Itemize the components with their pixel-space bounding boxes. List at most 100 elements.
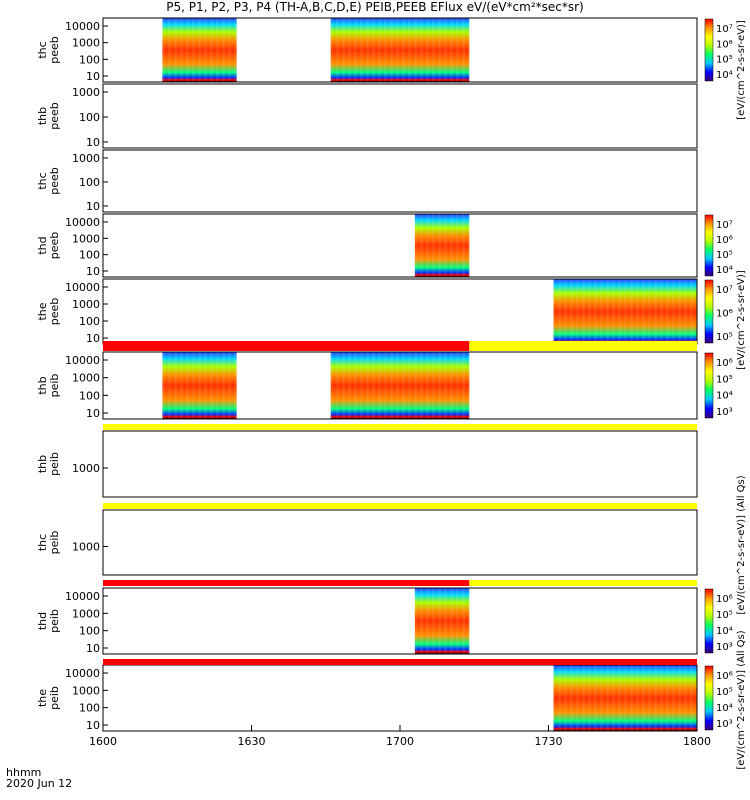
colorbar-tick-label: 10⁵ [716,250,733,261]
panel-frame [102,587,698,655]
colorbar [704,588,714,654]
y-tick-label: 100 [79,389,100,402]
y-tick-label: 100 [79,702,100,715]
colorbar-tick-label: 10⁵ [716,687,733,698]
status-bar-red [103,341,470,351]
y-tick-label: 1000 [72,152,100,165]
y-tick-label: 1000 [72,462,100,475]
panel-9: 10000 1000 100 10 thepeib 10⁶ 10⁵ 10⁴ 10³ [36,659,733,732]
y-tick-label: 100 [79,111,100,124]
colorbar [704,18,714,82]
y-tick-label: 1000 [72,541,100,554]
colorbar-unit-electron: [eV/(cm^2-s-sr-eV)] [736,270,747,370]
spectrogram-texture [553,665,697,731]
x-tick-label: 1600 [89,735,117,748]
panel-label: thbpeib [36,452,61,476]
colorbar-tick-label: 10⁵ [716,374,733,385]
status-bar-red [103,659,697,665]
colorbar-tick-label: 10⁴ [716,703,733,714]
spectrogram-texture [414,588,470,654]
spectrogram-texture [414,214,470,277]
y-tick-label: 1000 [72,232,100,245]
colorbar-tick-label: 10⁶ [716,39,733,50]
panel-label: thcpeeb [36,167,61,195]
spectrogram-texture [330,18,470,82]
panel-0: 10000 1000 100 10 thcpeeb 10⁷ 10⁶ 10⁵ 10⁴ [36,17,733,83]
y-tick-label: 10 [86,136,100,149]
colorbar-tick-label: 10⁶ [716,235,733,246]
colorbar-tick-label: 10⁶ [716,671,733,682]
colorbar-tick-label: 10⁴ [716,70,733,81]
panel-3: 10000 1000 100 10 thdpeeb 10⁷ 10⁶ 10⁵ 10⁴ [36,213,733,278]
panel-label: thcpeeb [36,36,61,64]
panel-label: thbpeib [36,374,61,398]
status-bar-yellow [103,424,697,430]
panel-label: thcpeib [36,531,61,555]
y-tick-label: 10000 [65,354,100,367]
panel-5: 10000 1000 100 10 thbpeib 10⁶ 10⁵ 10⁴ 10³ [36,341,733,420]
colorbar-tick-label: 10⁷ [716,285,733,296]
y-tick-label: 10 [86,265,100,278]
y-tick-label: 10000 [65,20,100,33]
x-axis-label-hhmm: hhmm [6,766,42,779]
colorbar-tick-label: 10³ [716,407,733,418]
colorbar-unit-electron: [eV/(cm^2-s-sr-eV)] [736,20,747,120]
y-tick-label: 10000 [65,216,100,229]
x-tick-label: 1800 [683,735,711,748]
colorbar-tick-label: 10⁵ [716,332,733,343]
spectrogram-texture [553,279,697,344]
colorbar [704,352,714,419]
y-tick-label: 1000 [72,684,100,697]
panel-8: 10000 1000 100 10 thdpeib 10⁶ 10⁵ 10⁴ 10³ [36,580,733,655]
colorbar-tick-label: 10⁵ [716,610,733,621]
spectrogram-texture [162,352,237,419]
colorbar-tick-label: 10⁶ [716,358,733,369]
y-tick-label: 10000 [65,667,100,680]
colorbar-tick-label: 10⁴ [716,391,733,402]
chart-title: P5, P1, P2, P3, P4 (TH-A,B,C,D,E) PEIB,P… [166,0,584,14]
y-tick-label: 1000 [72,607,100,620]
panel-frame [102,509,698,576]
y-tick-label: 10000 [65,590,100,603]
panel-label: thbpeeb [36,102,61,130]
panel-7: 1000 thcpeib [36,503,698,576]
colorbar [704,214,714,277]
y-tick-label: 10 [86,70,100,83]
colorbar-unit-ion: [eV/(cm^2-s-sr-eV)] (All Qs) [736,475,747,614]
y-tick-label: 100 [79,249,100,262]
y-tick-label: 1000 [72,298,100,311]
panel-6: 1000 thbpeib [36,424,698,498]
y-tick-label: 1000 [72,372,100,385]
spectrogram-texture [162,18,237,82]
y-tick-label: 10 [86,407,100,420]
colorbar-tick-label: 10⁴ [716,626,733,637]
panel-frame [102,149,698,213]
x-tick-label: 1730 [535,735,563,748]
panel-label: thdpeib [36,609,61,633]
y-tick-label: 1000 [72,86,100,99]
y-tick-label: 10 [86,200,100,213]
colorbar-tick-label: 10³ [716,719,733,730]
x-axis-label-date: 2020 Jun 12 [6,777,73,790]
colorbar-unit-ion: [eV/(cm^2-s-sr-eV)] (All Qs) [736,630,747,769]
y-tick-label: 100 [79,176,100,189]
colorbar-tick-label: 10⁷ [716,220,733,231]
y-tick-label: 10 [86,642,100,655]
colorbar-tick-label: 10⁴ [716,265,733,276]
status-bar-red [103,580,470,586]
panel-frame [102,213,698,278]
y-tick-label: 100 [79,53,100,66]
colorbar [704,279,714,344]
status-bar-yellow [469,341,697,351]
panel-2: 1000 100 10 thcpeeb [36,149,698,213]
colorbar [704,665,714,731]
colorbar-tick-label: 10⁷ [716,24,733,35]
status-bar-yellow [469,580,697,586]
panel-1: 1000 100 10 thbpeeb [36,83,698,149]
colorbar-tick-label: 10⁵ [716,55,733,66]
spectrogram-texture [330,352,470,419]
panel-frame [102,83,698,149]
panel-label: thepeib [36,686,61,710]
y-tick-label: 100 [79,315,100,328]
